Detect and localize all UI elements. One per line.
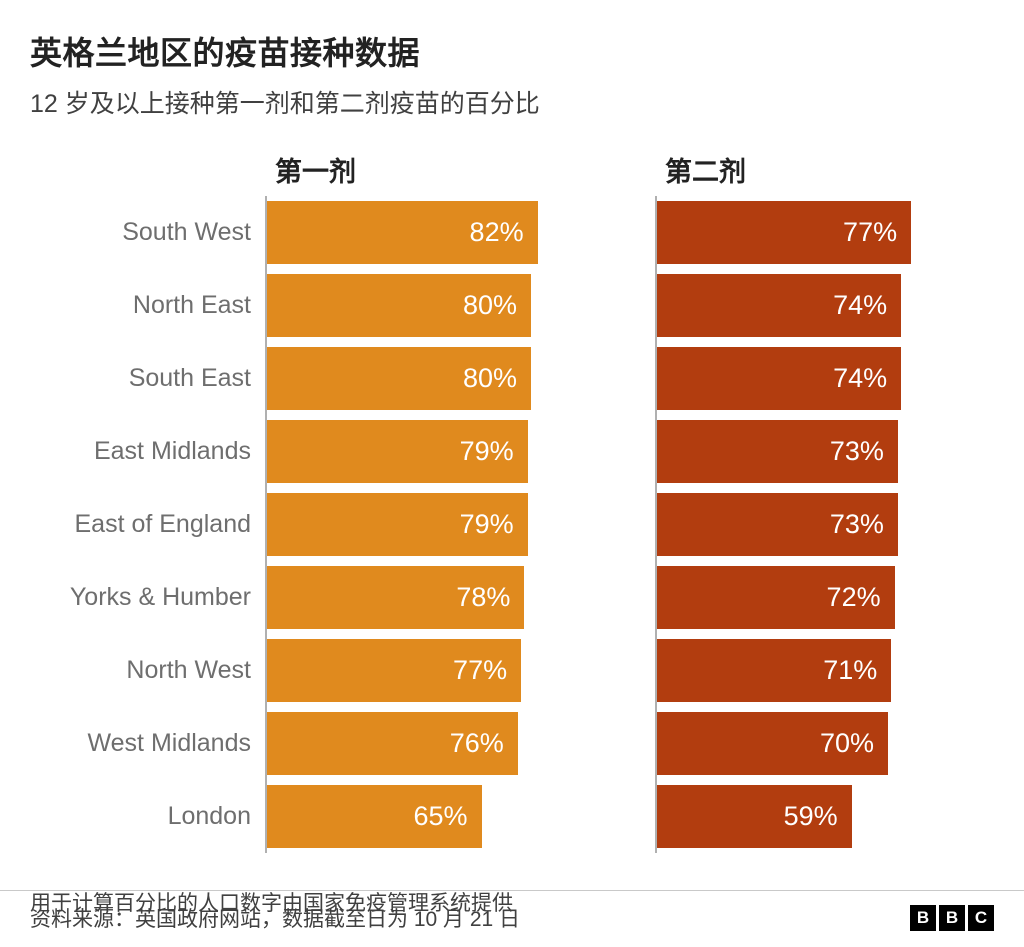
bar-row: 79%	[267, 488, 595, 561]
bar-row: 77%	[657, 196, 985, 269]
bar-value: 74%	[833, 363, 887, 394]
bar-row: 59%	[657, 780, 985, 853]
region-label: West Midlands	[30, 707, 265, 780]
bar-row: 82%	[267, 196, 595, 269]
bar-row: 78%	[267, 561, 595, 634]
source-text: 资料来源：英国政府网站，数据截至日为 10 月 21 日	[30, 903, 520, 933]
series-body: 82% 80% 80% 79% 79% 78% 77% 76% 65%	[265, 196, 595, 853]
bar-value: 74%	[833, 290, 887, 321]
bar-row: 72%	[657, 561, 985, 634]
bar: 79%	[267, 420, 528, 483]
bar-value: 65%	[413, 801, 467, 832]
bar: 79%	[267, 493, 528, 556]
series-column: 第一剂 82% 80% 80% 79% 79% 78% 77% 76% 65%	[265, 150, 595, 853]
series-container: 第一剂82%80%80%79%79%78%77%76%65%第二剂77%74%7…	[265, 150, 985, 853]
series-gap	[595, 150, 655, 853]
bar-row: 79%	[267, 415, 595, 488]
region-label: East Midlands	[30, 415, 265, 488]
footer: 资料来源：英国政府网站，数据截至日为 10 月 21 日 BBC	[0, 890, 1024, 947]
bbc-logo: BBC	[910, 905, 994, 931]
bar: 70%	[657, 712, 888, 775]
bar-value: 77%	[453, 655, 507, 686]
bar-row: 71%	[657, 634, 985, 707]
chart-subtitle: 12 岁及以上接种第一剂和第二剂疫苗的百分比	[30, 84, 994, 120]
region-label: North East	[30, 269, 265, 342]
bar-row: 73%	[657, 415, 985, 488]
bar-row: 70%	[657, 707, 985, 780]
bar-value: 80%	[463, 290, 517, 321]
bar-value: 72%	[827, 582, 881, 613]
region-label: London	[30, 780, 265, 853]
bar: 71%	[657, 639, 891, 702]
bar-value: 80%	[463, 363, 517, 394]
bar: 72%	[657, 566, 895, 629]
bar: 73%	[657, 420, 898, 483]
region-label: East of England	[30, 488, 265, 561]
bar: 77%	[267, 639, 521, 702]
series-body: 77% 74% 74% 73% 73% 72% 71% 70% 59%	[655, 196, 985, 853]
bar-row: 74%	[657, 269, 985, 342]
bar-value: 71%	[823, 655, 877, 686]
bar-value: 76%	[450, 728, 504, 759]
bar-row: 76%	[267, 707, 595, 780]
bar: 77%	[657, 201, 911, 264]
bar: 74%	[657, 274, 901, 337]
bar-row: 80%	[267, 269, 595, 342]
bar-value: 82%	[470, 217, 524, 248]
series-header: 第一剂	[265, 150, 595, 196]
series-column: 第二剂 77% 74% 74% 73% 73% 72% 71% 70% 59%	[655, 150, 985, 853]
bar: 59%	[657, 785, 852, 848]
region-label: South West	[30, 196, 265, 269]
region-label: Yorks & Humber	[30, 561, 265, 634]
region-label: South East	[30, 342, 265, 415]
bar-value: 59%	[784, 801, 838, 832]
bbc-logo-box: B	[939, 905, 965, 931]
bar-value: 79%	[460, 436, 514, 467]
bar-row: 73%	[657, 488, 985, 561]
bar-value: 73%	[830, 436, 884, 467]
bar-value: 78%	[456, 582, 510, 613]
bar: 82%	[267, 201, 538, 264]
bar-value: 77%	[843, 217, 897, 248]
bar: 80%	[267, 274, 531, 337]
bar-row: 74%	[657, 342, 985, 415]
region-label: North West	[30, 634, 265, 707]
bar-row: 77%	[267, 634, 595, 707]
chart-area: South WestNorth EastSouth EastEast Midla…	[30, 150, 994, 853]
bar-row: 80%	[267, 342, 595, 415]
bbc-logo-box: B	[910, 905, 936, 931]
bbc-logo-box: C	[968, 905, 994, 931]
bar: 78%	[267, 566, 524, 629]
bar-value: 79%	[460, 509, 514, 540]
region-labels-column: South WestNorth EastSouth EastEast Midla…	[30, 150, 265, 853]
series-header: 第二剂	[655, 150, 985, 196]
bar: 80%	[267, 347, 531, 410]
bar-row: 65%	[267, 780, 595, 853]
bar-value: 73%	[830, 509, 884, 540]
chart-title: 英格兰地区的疫苗接种数据	[30, 28, 994, 74]
bar: 76%	[267, 712, 518, 775]
bar-value: 70%	[820, 728, 874, 759]
bar: 74%	[657, 347, 901, 410]
bar: 65%	[267, 785, 482, 848]
bar: 73%	[657, 493, 898, 556]
